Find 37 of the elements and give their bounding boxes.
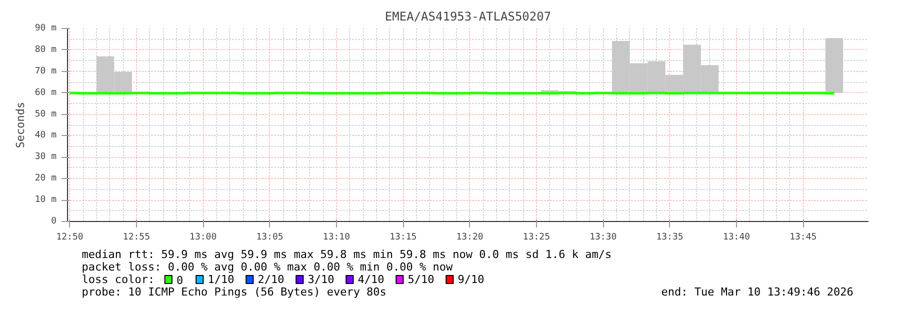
legend-label: 5/10	[408, 273, 434, 286]
legend-title: loss color:	[82, 273, 155, 286]
legend-label: 2/10	[258, 273, 284, 286]
legend-label: 4/10	[358, 273, 384, 286]
y-axis-title: Seconds	[14, 102, 27, 148]
x-tick-label: 13:20	[456, 232, 484, 242]
x-tick-label: 13:25	[522, 232, 550, 242]
chart-title: EMEA/AS41953-ATLAS50207	[384, 10, 552, 24]
y-tick-label: 10 m	[34, 195, 57, 206]
x-tick-label: 13:40	[722, 232, 750, 242]
x-tick-label: 13:15	[390, 232, 417, 242]
x-tick-label: 13:05	[256, 232, 284, 242]
y-tick-label: 20 m	[34, 174, 57, 184]
y-tick-label: 50 m	[34, 109, 57, 120]
y-tick-label: 70 m	[34, 66, 57, 76]
legend-label: 0	[176, 274, 184, 287]
legend-label: 3/10	[308, 273, 334, 286]
y-tick-label: 40 m	[34, 130, 57, 141]
x-tick-label: 13:30	[590, 232, 617, 242]
x-tick-label: 13:35	[656, 232, 684, 242]
y-tick-label: 80 m	[34, 44, 57, 55]
text: probe: 10 ICMP Echo Pings (56 Bytes) every 80s	[82, 286, 386, 298]
legend-label: 1/10	[208, 273, 234, 286]
y-tick-label: 90 m	[34, 24, 57, 34]
text: end: Tue Mar 10 13:49:46 2026	[661, 286, 854, 298]
text: median rtt: 59.9 ms avg 59.9 ms max 59.8 ms min 59.8 ms now 0.0 ms sd 1.6 k am/s	[82, 248, 612, 261]
bar	[825, 38, 844, 94]
text: packet loss: 0.00 % avg 0.00 % max 0.00 % min 0.00 % now	[82, 260, 454, 274]
legend-label: 9/10	[458, 273, 484, 286]
x-tick-label: 13:10	[322, 232, 350, 242]
x-tick-label: 12:55	[122, 232, 150, 242]
x-tick-label: 12:50	[56, 232, 84, 242]
y-tick-label: 30 m	[34, 152, 57, 162]
x-tick-label: 13:45	[790, 232, 817, 242]
x-tick-label: 13:00	[190, 232, 217, 242]
y-tick-label: 60 m	[34, 88, 57, 98]
y-tick-label: 0	[51, 216, 57, 226]
